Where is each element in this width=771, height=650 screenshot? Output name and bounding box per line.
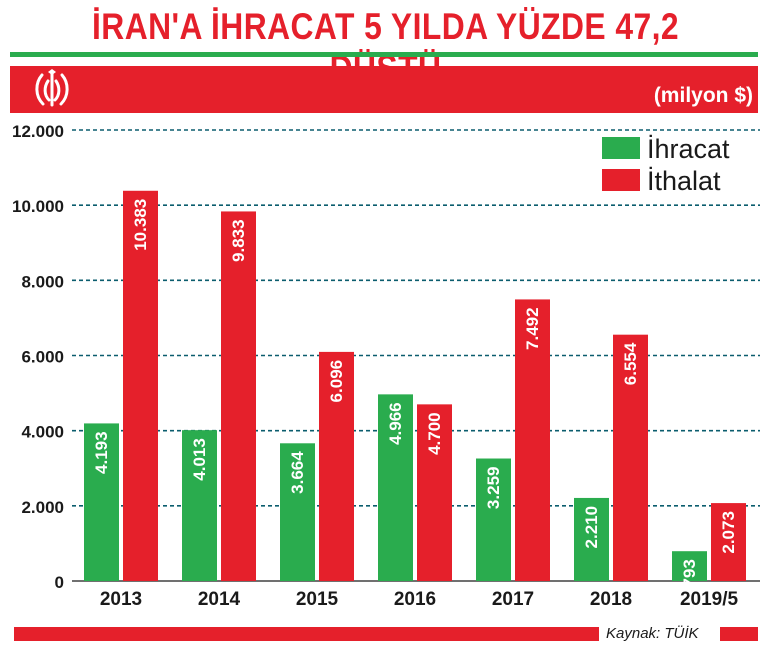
bar-value-label: 10.383 (131, 199, 150, 251)
x-tick-label: 2016 (394, 589, 436, 610)
bar-value-label: 4.700 (425, 412, 444, 455)
title-underline (10, 52, 758, 57)
bar-ithalat (417, 404, 452, 581)
iran-emblem-icon (35, 69, 69, 107)
bar-value-label: 4.193 (92, 431, 111, 474)
footer-bar-left (14, 627, 599, 641)
y-tick-label: 2.000 (21, 498, 64, 517)
bar-value-label: 3.664 (288, 451, 307, 494)
x-tick-label: 2018 (590, 589, 632, 610)
bar-ithalat (711, 503, 746, 581)
y-tick-label: 4.000 (21, 423, 64, 442)
y-tick-label: 6.000 (21, 348, 64, 367)
bar-value-label: 6.554 (621, 342, 640, 385)
bar-value-label: 2.073 (719, 511, 738, 554)
bar-ihracat (574, 497, 609, 581)
bar-ithalat (613, 334, 648, 581)
bar-value-label: 4.966 (386, 402, 405, 445)
bar-chart: 0 2.000 4.000 6.000 8.000 10.000 12.000 4.193 10… (12, 122, 760, 610)
bar-value-label: 2.210 (582, 506, 601, 549)
x-tick-label: 2017 (492, 589, 534, 610)
bar-ihracat (672, 551, 707, 581)
bar-ihracat (182, 430, 217, 581)
legend-swatch (602, 169, 640, 191)
y-tick-label: 10.000 (12, 197, 64, 216)
bar-ihracat (280, 443, 315, 581)
bar-ithalat (123, 190, 158, 581)
y-tick-label: 0 (55, 573, 64, 592)
bar-ihracat (84, 423, 119, 581)
footer-bar-right (720, 627, 758, 641)
x-tick-label: 2014 (198, 589, 241, 610)
y-tick-label: 8.000 (21, 272, 64, 291)
bar-value-label: 793 (680, 559, 699, 587)
x-tick-label: 2015 (296, 589, 339, 610)
bar-value-label: 7.492 (523, 307, 542, 350)
y-tick-label: 12.000 (12, 122, 64, 141)
bar-ithalat (319, 351, 354, 581)
legend-label: İhracat (647, 133, 730, 164)
bar-ithalat (515, 299, 550, 581)
unit-label: (milyon $) (653, 84, 753, 107)
bar-value-label: 6.096 (327, 360, 346, 403)
bar-value-label: 9.833 (229, 219, 248, 262)
bar-value-label: 4.013 (190, 438, 209, 481)
legend-label: İthalat (647, 165, 721, 196)
bar-ihracat (378, 394, 413, 581)
source-label: Kaynak: TÜİK (606, 625, 699, 642)
x-tick-label: 2013 (100, 589, 142, 610)
bar-ihracat (476, 458, 511, 581)
x-tick-label: 2019/5 (680, 589, 739, 610)
bar-ithalat (221, 211, 256, 581)
bar-value-label: 3.259 (484, 467, 503, 510)
header-banner (10, 66, 758, 113)
legend-swatch (602, 137, 640, 159)
